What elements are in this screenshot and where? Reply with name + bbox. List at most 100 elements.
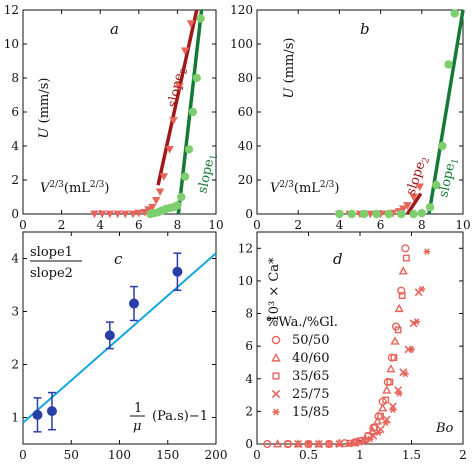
y-tick-label: 1 <box>11 411 19 425</box>
data-point <box>359 209 369 219</box>
data-point <box>32 409 43 420</box>
data-point <box>386 378 394 386</box>
y-tick-label: 100 <box>230 37 253 51</box>
data-point <box>46 406 57 417</box>
panel-b-letter: b <box>360 20 370 38</box>
data-point <box>450 9 459 18</box>
data-point <box>401 370 409 378</box>
y-tick-label: 0 <box>245 207 253 221</box>
data-point <box>366 435 374 443</box>
data-point <box>314 440 323 448</box>
data-point <box>180 172 190 181</box>
data-point <box>389 406 397 414</box>
data-point <box>394 303 404 313</box>
x-tick-label: 0 <box>253 218 261 232</box>
data-point <box>390 354 398 361</box>
y-tick-label: 12 <box>238 241 253 255</box>
data-point <box>444 60 453 69</box>
legend-label: 35/65 <box>292 369 329 384</box>
panel-b-xlabel: V2/3(mL2/3) <box>270 180 339 196</box>
data-point <box>382 385 392 394</box>
data-point <box>417 208 426 218</box>
y-tick-label: 4 <box>245 372 253 386</box>
x-tick-label: 1 <box>356 448 364 462</box>
y-tick-label: 12 <box>4 3 19 17</box>
y-tick-label: 0 <box>11 207 19 221</box>
data-point <box>148 203 157 212</box>
data-point <box>305 440 312 448</box>
data-point <box>294 440 303 448</box>
data-point <box>347 209 356 219</box>
panel-d-xlabel: Bo <box>435 421 454 436</box>
panel-c: 0 50 100 150 200 1 2 3 4 c slope1 slope2 1 μ (Pa… <box>11 231 228 462</box>
panel-c-ylabel-num: slope1 <box>30 245 73 260</box>
data-point <box>388 402 397 411</box>
fit-line-fit <box>22 252 217 424</box>
data-point <box>415 183 424 191</box>
data-point <box>271 389 281 399</box>
panel-d-letter: d <box>333 250 343 268</box>
data-point <box>397 209 406 219</box>
panel-d-ylabel: 10³ × Ca* <box>267 257 282 323</box>
panel-d-legend-title: %Wa./%Gl. <box>266 315 338 330</box>
y-tick-label: 4 <box>11 139 19 153</box>
data-point <box>399 205 408 214</box>
data-point <box>398 292 406 300</box>
y-tick-label: 8 <box>11 71 19 85</box>
data-point <box>165 146 174 154</box>
panel-b-fits <box>405 9 465 215</box>
panel-c-marks <box>32 252 183 433</box>
panel-c-xlabel-unit: (Pa.s)−1 <box>152 409 208 424</box>
y-tick-label: 80 <box>238 71 253 85</box>
fit-line-slope2 <box>156 9 199 186</box>
panel-a-ticks: 0 2 4 6 8 10 0 2 4 6 8 10 12 <box>4 3 224 232</box>
data-point <box>390 336 400 345</box>
data-point <box>151 197 161 205</box>
y-tick-label: 6 <box>11 105 19 119</box>
panel-b-marks <box>335 9 459 219</box>
data-point <box>97 210 107 219</box>
data-point <box>398 266 408 275</box>
x-tick-label: 200 <box>205 448 228 462</box>
x-tick-label: 6 <box>135 218 143 232</box>
data-point <box>403 202 412 210</box>
data-point <box>169 117 178 125</box>
panel-c-fits <box>22 252 217 424</box>
legend-label: 50/50 <box>292 333 329 348</box>
data-point <box>372 209 381 219</box>
data-point <box>386 364 396 373</box>
data-point <box>175 83 184 91</box>
x-tick-label: 10 <box>455 218 470 232</box>
data-point <box>271 352 281 362</box>
data-point <box>425 203 435 212</box>
legend-label: 15/85 <box>292 405 329 420</box>
data-point <box>177 192 186 202</box>
panel-d-ticks: 0 0.5 1 1.5 2 0 2 4 6 8 10 12 <box>238 232 467 462</box>
y-tick-label: 2 <box>245 404 253 418</box>
y-tick-label: 20 <box>238 173 253 187</box>
y-tick-label: 4 <box>11 252 19 266</box>
data-point <box>113 210 122 219</box>
y-tick-label: 120 <box>230 3 253 17</box>
data-point <box>382 419 390 427</box>
data-point <box>382 396 390 404</box>
data-point <box>325 440 333 448</box>
data-point <box>378 403 388 412</box>
panel-a-slope2-label: slope2 <box>165 66 190 109</box>
data-point <box>366 210 375 219</box>
panel-c-ylabel-den: slope2 <box>30 266 73 281</box>
y-tick-label: 8 <box>245 307 253 321</box>
x-tick-label: 4 <box>96 218 104 232</box>
panel-c-xlabel-num: 1 <box>134 401 142 416</box>
x-tick-label: 10 <box>208 218 223 232</box>
data-point <box>438 141 447 151</box>
panel-d-legend: 50/50 40/60 35/65 25/75 15/85 <box>271 333 329 420</box>
y-tick-label: 2 <box>11 358 19 372</box>
x-tick-label: 8 <box>418 218 426 232</box>
x-tick-label: 2 <box>58 218 66 232</box>
data-point <box>394 326 402 334</box>
data-point <box>314 439 324 448</box>
data-point <box>346 440 354 448</box>
